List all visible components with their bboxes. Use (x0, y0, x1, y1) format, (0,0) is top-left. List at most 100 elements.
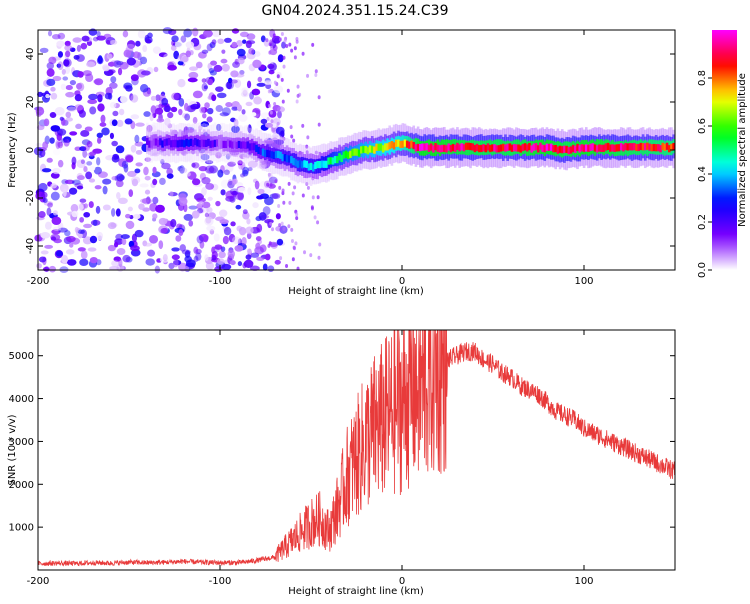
spectrogram-ridge-cell (294, 159, 298, 167)
spectrogram-ridge-cell (637, 143, 640, 152)
spectrogram-cell (38, 211, 46, 218)
spectrogram-cell (142, 45, 148, 53)
spectrogram-ridge-cell (279, 151, 282, 159)
spectrogram-cell (295, 212, 299, 217)
spectrogram-cell (246, 248, 252, 254)
spectrogram-cell (133, 95, 139, 103)
spectrogram-cell (96, 30, 101, 37)
spectrogram-cell (57, 227, 68, 233)
spectrogram-cell (242, 89, 248, 97)
spectrogram-ridge-cell (211, 140, 215, 148)
spectrogram-cell (215, 200, 221, 207)
spectrogram-cell (78, 247, 86, 252)
spectrogram-cell (57, 51, 64, 58)
spectrogram-cell (171, 254, 180, 260)
spectrogram-ridge-cell (314, 161, 317, 170)
spectrogram-cell (246, 218, 251, 225)
spectrogram-cell (262, 206, 271, 216)
spectrogram-cell (113, 256, 122, 262)
spectrogram-cell (295, 39, 299, 44)
spectrogram-ridge-cell (360, 146, 363, 154)
spectrogram-ridge-cell (451, 143, 455, 152)
spectrogram-cell (130, 144, 137, 153)
spectrogram-ridge-cell (530, 145, 533, 153)
spectrogram-cell (237, 187, 247, 193)
spectrogram-cell (267, 265, 275, 273)
spectrogram-cell (252, 59, 262, 69)
spectrogram-cell (52, 148, 61, 156)
spectrogram-cell (84, 144, 90, 151)
spectrogram-ridge-cell (399, 140, 402, 149)
spectrogram-cell (178, 197, 188, 206)
spectrogram-cell (135, 149, 143, 155)
spectrogram-cell (83, 166, 88, 173)
snr-x-ticks: -200 -100 0 100 (27, 330, 594, 587)
spectrogram-cell (187, 188, 195, 194)
spectrogram-cell (142, 207, 150, 212)
spectrogram-cell (188, 220, 194, 227)
colorbar: 0.0 0.2 0.4 0.6 0.8 Normalized spectral ampl… (697, 30, 748, 278)
spectrogram-cell (228, 77, 233, 84)
spectrogram-cell (79, 198, 87, 203)
spectrogram-cell (38, 256, 47, 263)
spectrogram-cell (246, 33, 256, 41)
spectrogram-cell (37, 91, 44, 98)
spectrogram-cell (116, 248, 126, 255)
spectrogram-cell (80, 42, 88, 50)
spectrogram-ridge-cell (443, 144, 446, 152)
spectrogram-ridge-cell (626, 143, 630, 151)
spectrogram-cell (314, 150, 318, 155)
snr-x-tick-label: -200 (27, 576, 50, 587)
spectrogram-ridge-cell (477, 145, 481, 153)
snr-y-ticks: 1000 2000 3000 4000 5000 (9, 351, 675, 534)
spectrogram-ridge-cell (204, 139, 208, 147)
spectrogram-cell (97, 171, 108, 178)
spectrogram-cell (79, 258, 89, 267)
spectrogram-cell (279, 136, 283, 141)
spectrogram-cell (249, 91, 255, 100)
spectrogram-cell (259, 244, 267, 253)
spectrogram-cell (186, 171, 191, 177)
spectrogram-cell (171, 35, 179, 43)
spectrogram-cell (275, 139, 285, 145)
spectrogram-ridge-cell (174, 139, 177, 147)
spectrogram-cell (276, 121, 280, 126)
spectrogram-ridge-cell (429, 143, 433, 151)
spectrogram-cell (87, 99, 98, 105)
spectrogram-cell (237, 261, 243, 267)
spectrogram-cell (225, 190, 235, 199)
spectrogram-cell (50, 236, 57, 241)
spectrogram-cell (199, 240, 205, 249)
spectrogram-cell (303, 250, 307, 255)
spectrogram-cell (139, 183, 149, 188)
spectrogram-cell (206, 225, 216, 232)
spectrogram-cell (96, 231, 104, 241)
spectrogram-ridge-cell (593, 144, 597, 152)
spectrogram-ridge-cell (283, 154, 287, 162)
spectrogram-cell (64, 44, 73, 52)
spectrogram-cell (188, 205, 198, 210)
spectrogram-cell (111, 260, 120, 267)
spectrogram-cell (195, 252, 202, 261)
spectrogram-ridge-cell (569, 146, 573, 154)
spectrogram-cell (102, 185, 108, 195)
spectrogram-ridge-cell (370, 145, 374, 153)
spectrogram-cell (113, 60, 122, 68)
spectrogram-cell (296, 93, 300, 98)
spectrogram-cell (220, 58, 228, 64)
spectrogram-cell (71, 156, 77, 166)
spectrogram-cell (96, 132, 103, 139)
spectrogram-cell (164, 105, 172, 113)
spectrogram-cell (278, 185, 282, 190)
spectrogram-ridge-cell (379, 143, 383, 151)
spectrogram-cell (130, 103, 137, 110)
spectrogram-cell (77, 232, 83, 239)
spectrogram-cell (206, 116, 213, 123)
spectrogram-ridge-cell (447, 143, 450, 151)
spectrogram-cell (97, 137, 102, 144)
spectrogram-cell (143, 111, 151, 117)
spectrogram-cell (217, 169, 224, 178)
spectrogram-cell (267, 63, 275, 70)
spectrogram-ridge-cell (381, 145, 385, 153)
spectrogram-ridge-cell (565, 145, 568, 153)
